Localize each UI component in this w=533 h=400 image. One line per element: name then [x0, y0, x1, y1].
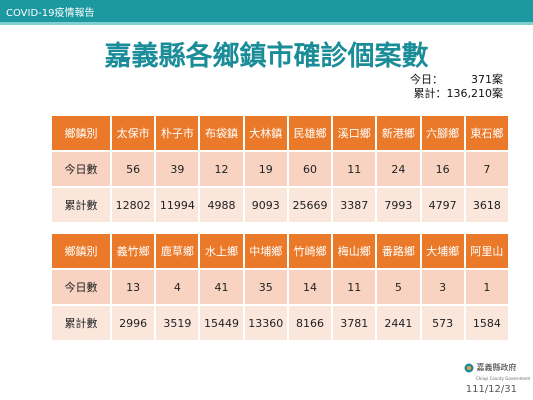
value-cell: 60 — [286, 150, 334, 188]
town-cell: 大林鎮 — [242, 114, 289, 152]
value-cell: 11 — [331, 150, 378, 188]
town-cell: 鹿草鄉 — [154, 232, 201, 270]
town-cell: 阿里山 — [463, 232, 511, 270]
org-en: Chiayi County Government — [476, 376, 531, 381]
value-cell: 4 — [154, 268, 201, 306]
label: 今日： — [410, 73, 443, 86]
value-cell: 4797 — [419, 186, 466, 224]
header-row: 鄉鎮別 太保市 朴子市 布袋鎮 大林鎮 民雄鄉 溪口鄉 新港鄉 六腳鄉 東石鄉 — [50, 114, 511, 152]
value-cell: 3618 — [463, 186, 511, 224]
value-cell: 15449 — [198, 304, 245, 342]
value-cell: 2441 — [375, 304, 422, 342]
row-label: 累計數 — [50, 304, 112, 342]
value-cell: 2996 — [109, 304, 157, 342]
value-cell: 3519 — [154, 304, 201, 342]
value-cell: 7 — [463, 150, 511, 188]
town-cell: 朴子市 — [154, 114, 201, 152]
value-cell: 39 — [154, 150, 201, 188]
town-cell: 太保市 — [109, 114, 157, 152]
town-cell: 中埔鄉 — [242, 232, 289, 270]
summary-today: 今日： 371案 — [410, 71, 503, 87]
value-cell: 9093 — [242, 186, 289, 224]
value-cell: 3387 — [331, 186, 378, 224]
town-cell: 番路鄉 — [375, 232, 422, 270]
town-cell: 義竹鄉 — [109, 232, 157, 270]
value-cell: 13360 — [242, 304, 289, 342]
header-cell: 鄉鎮別 — [50, 232, 112, 270]
value-cell: 14 — [286, 268, 334, 306]
row-label: 今日數 — [50, 150, 112, 188]
row-label: 累計數 — [50, 186, 112, 224]
logo: 嘉義縣政府 Chiayi County Government — [464, 362, 530, 382]
town-cell: 新港鄉 — [375, 114, 422, 152]
town-cell: 大埔鄉 — [419, 232, 466, 270]
value-cell: 5 — [375, 268, 422, 306]
value-cell: 3 — [419, 268, 466, 306]
logo-icon — [464, 363, 474, 372]
header-label: COVID-19疫情報告 — [6, 8, 95, 19]
data-row: 今日數 56 39 12 19 60 11 24 16 7 — [50, 150, 511, 188]
value-cell: 12802 — [109, 186, 157, 224]
value-cell: 11 — [331, 268, 378, 306]
value-cell: 19 — [242, 150, 289, 188]
town-cell: 水上鄉 — [198, 232, 245, 270]
town-cell: 梅山鄉 — [331, 232, 378, 270]
value-cell: 35 — [242, 268, 289, 306]
value-cell: 13 — [109, 268, 157, 306]
value-cell: 16 — [419, 150, 466, 188]
value-cell: 7993 — [375, 186, 422, 224]
value-cell: 1584 — [463, 304, 511, 342]
town-cell: 竹崎鄉 — [286, 232, 334, 270]
data-row: 累計數 12802 11994 4988 9093 25669 3387 7993 4797 36… — [50, 186, 511, 224]
value-cell: 56 — [109, 150, 157, 188]
label: 累計： — [413, 87, 447, 100]
value-cell: 8166 — [286, 304, 334, 342]
header-row: 鄉鎮別 義竹鄉 鹿草鄉 水上鄉 中埔鄉 竹崎鄉 梅山鄉 番路鄉 大埔鄉 阿里山 — [50, 232, 511, 270]
date: 111/12/31 — [465, 384, 517, 395]
value-cell: 25669 — [286, 186, 334, 224]
value-cell: 3781 — [331, 304, 378, 342]
data-row: 今日數 13 4 41 35 14 11 5 3 1 — [50, 268, 511, 306]
org: 嘉義縣政府 — [476, 363, 517, 372]
town-cell: 溪口鄉 — [331, 114, 378, 152]
town-cell: 民雄鄉 — [286, 114, 334, 152]
town-cell: 東石鄉 — [463, 114, 511, 152]
value-cell: 24 — [375, 150, 422, 188]
header-cell: 鄉鎮別 — [50, 114, 112, 152]
value-cell: 41 — [198, 268, 245, 306]
table: 鄉鎮別 義竹鄉 鹿草鄉 水上鄉 中埔鄉 竹崎鄉 梅山鄉 番路鄉 大埔鄉 阿里山 今日數 13 4 41 35… — [50, 232, 511, 342]
data-row: 累計數 2996 3519 15449 13360 8166 3781 2441 573 1584 — [50, 304, 511, 342]
value-cell: 1 — [463, 268, 511, 306]
town-cell: 六腳鄉 — [419, 114, 466, 152]
row-label: 今日數 — [50, 268, 112, 306]
value-cell: 12 — [198, 150, 245, 188]
value: 371案 — [471, 73, 503, 86]
value-cell: 573 — [419, 304, 466, 342]
value-cell: 11994 — [154, 186, 201, 224]
title: 嘉義縣各鄉鎮市確診個案數 — [104, 41, 429, 72]
table: 鄉鎮別 太保市 朴子市 布袋鎮 大林鎮 民雄鄉 溪口鄉 新港鄉 六腳鄉 東石鄉 今日數 56 39 12 1… — [50, 114, 511, 224]
value-cell: 4988 — [198, 186, 245, 224]
value: 136,210案 — [446, 87, 504, 100]
town-cell: 布袋鎮 — [198, 114, 245, 152]
summary-total: 累計：136,210案 — [414, 85, 504, 101]
